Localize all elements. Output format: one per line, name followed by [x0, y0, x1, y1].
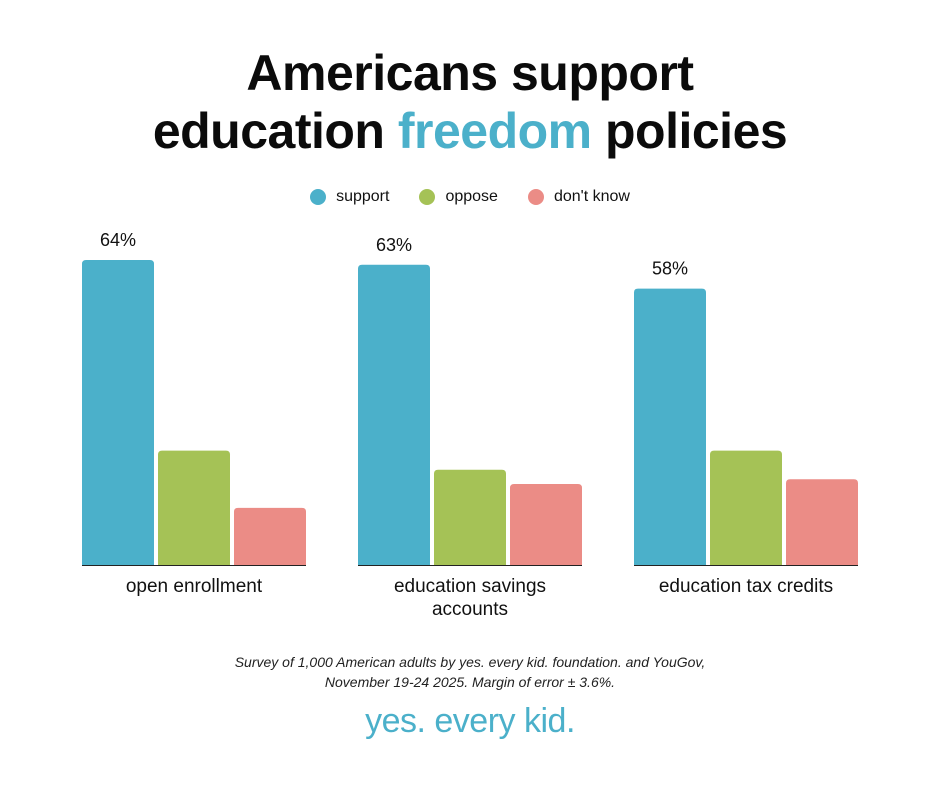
title-line-1: Americans support [246, 45, 694, 101]
category-label-open-enrollment: open enrollment [126, 576, 263, 597]
category-label-line: accounts [432, 599, 508, 620]
bar-education-tax-credits-don-t-know [786, 479, 858, 565]
footnote-line-2: November 19-24 2025. Margin of error ± 3… [324, 674, 616, 690]
bar-group-education-tax-credits: 58% education tax credits [634, 259, 858, 597]
data-label-open-enrollment: 64% [100, 230, 136, 250]
category-label-education-savings-accounts: education savings accounts [394, 576, 546, 620]
legend-swatch-oppose [419, 189, 436, 205]
legend-label-oppose: oppose [445, 188, 498, 205]
bar-education-savings-accounts-don-t-know [510, 483, 582, 565]
brand-logo: yes. every kid. [365, 702, 575, 740]
bar-education-savings-accounts-support [358, 264, 430, 565]
title-line-2: education freedom policies [0, 102, 940, 160]
bar-education-tax-credits-support [634, 288, 706, 565]
legend-swatch-support [310, 189, 327, 205]
category-label-education-tax-credits: education tax credits [659, 576, 833, 597]
legend-item-support: support [310, 188, 389, 206]
bar-open-enrollment-oppose [158, 450, 230, 565]
data-label-education-savings-accounts: 63% [376, 235, 412, 255]
bar-open-enrollment-support [82, 260, 154, 565]
legend-label-support: support [336, 188, 390, 205]
bar-chart: 64% open enrollment 63% education savings ac… [82, 230, 858, 620]
title-line-2-pre: education [152, 103, 398, 159]
bar-education-tax-credits-oppose [710, 450, 782, 565]
category-label-line: open enrollment [126, 576, 263, 597]
legend-swatch-dont-know [527, 189, 544, 205]
category-label-line: education tax credits [659, 576, 833, 597]
bar-group-education-savings-accounts: 63% education savings accounts [358, 235, 582, 620]
legend: support oppose don't know [0, 188, 940, 206]
bar-group-open-enrollment: 64% open enrollment [82, 230, 306, 597]
bar-education-savings-accounts-oppose [434, 469, 506, 565]
title-line-2-post: policies [591, 103, 788, 159]
category-label-line: education savings [394, 576, 546, 597]
footnote-line-1: Survey of 1,000 American adults by yes. … [234, 654, 706, 670]
bar-open-enrollment-don-t-know [234, 507, 306, 565]
chart-title: Americans support education freedom poli… [0, 44, 940, 160]
title-accent-word: freedom [397, 103, 592, 159]
legend-item-dont-know: don't know [527, 188, 630, 206]
legend-label-dont-know: don't know [553, 188, 630, 205]
legend-item-oppose: oppose [419, 188, 498, 206]
data-label-education-tax-credits: 58% [652, 259, 688, 279]
footnote: Survey of 1,000 American adults by yes. … [0, 652, 940, 692]
